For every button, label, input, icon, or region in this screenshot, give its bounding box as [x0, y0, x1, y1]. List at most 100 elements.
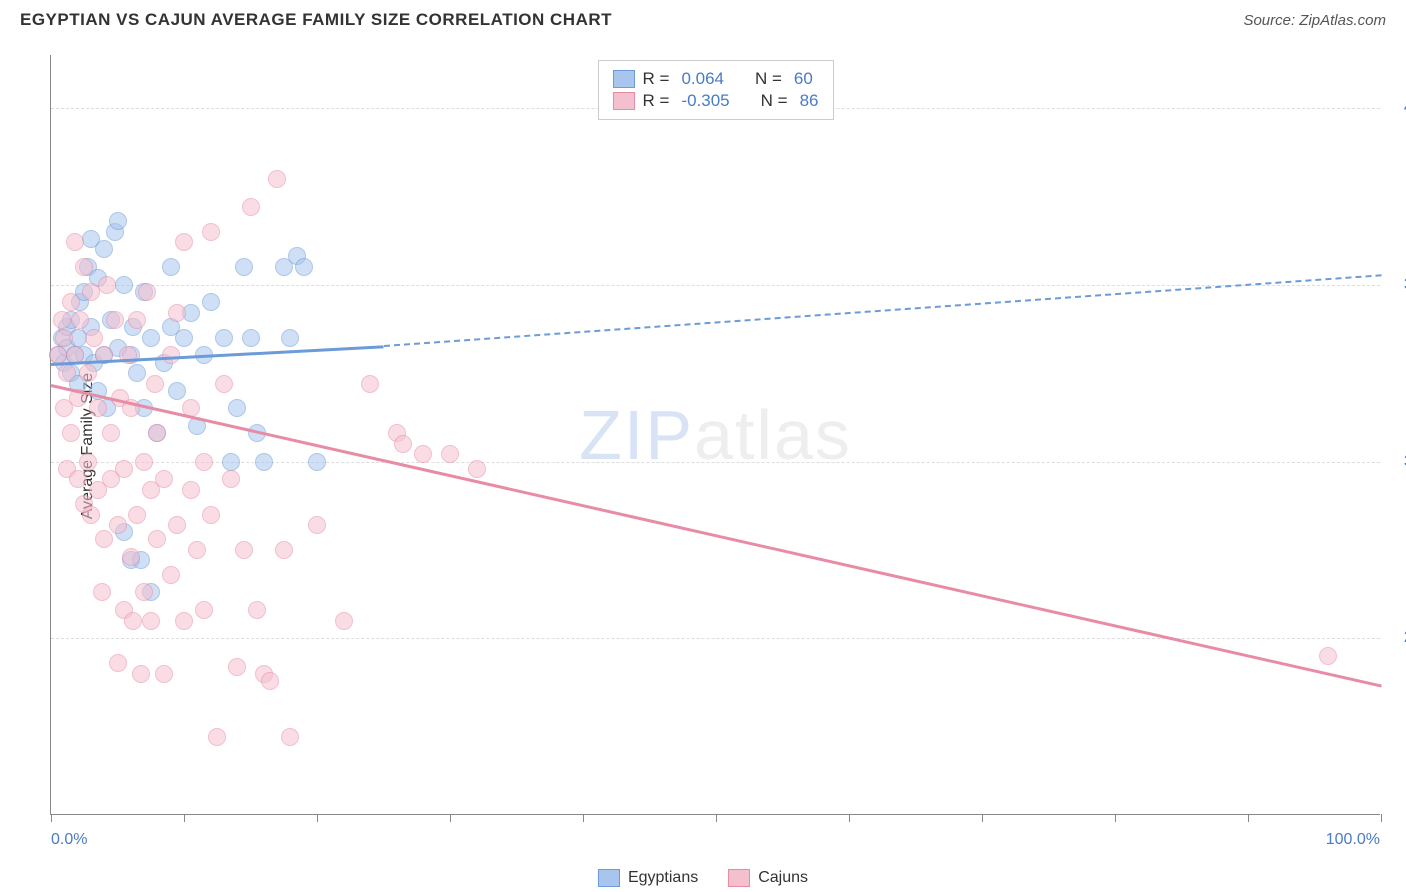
chart-header: EGYPTIAN VS CAJUN AVERAGE FAMILY SIZE CO… — [0, 0, 1406, 35]
n-value: 86 — [800, 91, 819, 111]
legend-row-cajuns: R = -0.305 N = 86 — [613, 91, 819, 111]
y-tick-label: 3.00 — [1385, 453, 1406, 471]
scatter-point — [75, 258, 93, 276]
x-axis-min-label: 0.0% — [51, 831, 87, 849]
x-tick — [716, 814, 717, 822]
scatter-point — [175, 329, 193, 347]
scatter-point — [95, 240, 113, 258]
x-tick — [184, 814, 185, 822]
scatter-point — [441, 445, 459, 463]
scatter-point — [58, 364, 76, 382]
scatter-point — [235, 258, 253, 276]
scatter-point — [248, 601, 266, 619]
chart-plot-area: ZIPatlas R = 0.064 N = 60 R = -0.305 N =… — [50, 55, 1380, 815]
scatter-point — [142, 612, 160, 630]
scatter-point — [66, 233, 84, 251]
scatter-point — [106, 311, 124, 329]
scatter-point — [281, 728, 299, 746]
trend-line — [51, 384, 1382, 687]
scatter-point — [71, 311, 89, 329]
scatter-point — [268, 170, 286, 188]
scatter-point — [79, 453, 97, 471]
r-value: 0.064 — [681, 69, 724, 89]
scatter-point — [228, 658, 246, 676]
scatter-point — [138, 283, 156, 301]
scatter-point — [1319, 647, 1337, 665]
n-label: N = — [761, 91, 788, 111]
scatter-point — [142, 329, 160, 347]
scatter-point — [146, 375, 164, 393]
scatter-point — [155, 470, 173, 488]
scatter-point — [202, 293, 220, 311]
x-tick — [317, 814, 318, 822]
scatter-point — [182, 481, 200, 499]
n-value: 60 — [794, 69, 813, 89]
scatter-point — [281, 329, 299, 347]
scatter-point — [155, 665, 173, 683]
swatch-egyptians — [598, 869, 620, 887]
gridline — [51, 285, 1380, 286]
scatter-point — [228, 399, 246, 417]
scatter-point — [414, 445, 432, 463]
scatter-point — [242, 198, 260, 216]
legend-item-cajuns: Cajuns — [728, 869, 808, 887]
scatter-point — [53, 311, 71, 329]
scatter-point — [208, 728, 226, 746]
chart-title: EGYPTIAN VS CAJUN AVERAGE FAMILY SIZE CO… — [20, 10, 612, 30]
scatter-point — [115, 460, 133, 478]
scatter-point — [195, 601, 213, 619]
x-tick — [849, 814, 850, 822]
scatter-point — [361, 375, 379, 393]
scatter-point — [109, 654, 127, 672]
scatter-point — [335, 612, 353, 630]
swatch-cajuns — [728, 869, 750, 887]
scatter-point — [62, 424, 80, 442]
x-tick — [1381, 814, 1382, 822]
scatter-point — [109, 212, 127, 230]
x-tick — [450, 814, 451, 822]
scatter-point — [394, 435, 412, 453]
scatter-point — [132, 665, 150, 683]
scatter-point — [82, 506, 100, 524]
scatter-point — [308, 516, 326, 534]
scatter-point — [162, 258, 180, 276]
x-axis-max-label: 100.0% — [1326, 831, 1380, 849]
scatter-point — [202, 506, 220, 524]
scatter-point — [468, 460, 486, 478]
scatter-point — [122, 548, 140, 566]
scatter-point — [93, 583, 111, 601]
gridline — [51, 462, 1380, 463]
scatter-point — [148, 424, 166, 442]
scatter-point — [235, 541, 253, 559]
scatter-point — [62, 293, 80, 311]
x-tick — [1248, 814, 1249, 822]
scatter-point — [95, 530, 113, 548]
scatter-point — [275, 541, 293, 559]
scatter-point — [128, 506, 146, 524]
y-tick-label: 3.50 — [1385, 276, 1406, 294]
x-tick — [1115, 814, 1116, 822]
x-tick — [982, 814, 983, 822]
swatch-cajuns — [613, 92, 635, 110]
scatter-point — [69, 470, 87, 488]
scatter-point — [168, 382, 186, 400]
series-legend: Egyptians Cajuns — [598, 869, 808, 887]
scatter-point — [109, 516, 127, 534]
scatter-point — [215, 375, 233, 393]
scatter-point — [175, 612, 193, 630]
scatter-point — [102, 424, 120, 442]
scatter-point — [115, 276, 133, 294]
scatter-point — [135, 453, 153, 471]
n-label: N = — [755, 69, 782, 89]
x-tick — [583, 814, 584, 822]
scatter-point — [222, 453, 240, 471]
scatter-point — [128, 364, 146, 382]
scatter-point — [295, 258, 313, 276]
scatter-point — [79, 364, 97, 382]
scatter-point — [195, 453, 213, 471]
legend-label: Cajuns — [758, 869, 808, 887]
source-label: Source: ZipAtlas.com — [1243, 12, 1386, 29]
r-label: R = — [643, 91, 670, 111]
scatter-point — [89, 399, 107, 417]
scatter-point — [55, 329, 73, 347]
